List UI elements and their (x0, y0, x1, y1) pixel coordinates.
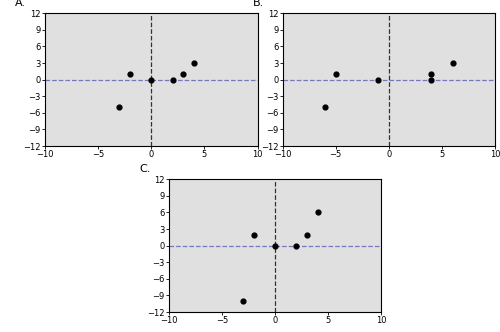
Point (427, 77, 435, 82)
Point (126, 71, 134, 77)
Point (448, 60, 456, 66)
Point (314, 210, 322, 215)
Point (168, 77, 176, 82)
Text: B.: B. (253, 0, 264, 8)
Point (179, 71, 187, 77)
Point (190, 60, 198, 66)
Point (374, 77, 382, 82)
Point (116, 105, 124, 110)
Point (321, 105, 329, 110)
Text: C.: C. (139, 164, 150, 174)
Point (250, 232, 258, 237)
Point (427, 71, 435, 77)
Point (303, 232, 311, 237)
Point (239, 298, 247, 304)
Text: A.: A. (15, 0, 26, 8)
Point (271, 243, 279, 248)
Point (147, 77, 155, 82)
Point (332, 71, 340, 77)
Point (292, 243, 300, 248)
